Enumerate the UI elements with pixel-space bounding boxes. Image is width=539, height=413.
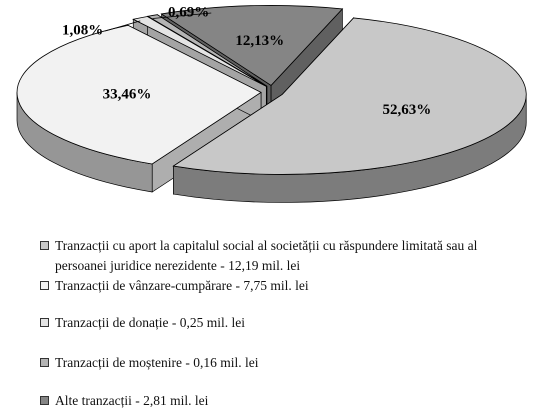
legend-item: Tranzacții de donație - 0,25 mil. lei [40, 313, 520, 333]
legend-swatch [40, 281, 49, 290]
legend-swatch [40, 241, 49, 250]
leader-line [152, 12, 212, 19]
legend-label: Tranzacții de moștenire - 0,16 mil. lei [55, 355, 259, 370]
legend-label: Tranzacții de vânzare-cumpărare - 7,75 m… [55, 278, 309, 293]
slice [16, 24, 262, 165]
leader-line [105, 20, 141, 32]
legend-swatch [40, 396, 49, 405]
value-label: 33,46% [103, 86, 152, 102]
value-label: 0,69% [168, 4, 209, 20]
slice [132, 16, 267, 87]
slice [172, 17, 527, 175]
value-label: 52,63% [382, 102, 431, 118]
legend-item: Tranzacții cu aport la capitalul social … [40, 236, 520, 276]
legend-label: Tranzacții de donație - 0,25 mil. lei [55, 315, 245, 330]
legend-label: Tranzacții cu aport la capitalul social … [55, 238, 478, 273]
legend-item: Tranzacții de vânzare-cumpărare - 7,75 m… [40, 276, 520, 296]
legend-item: Alte tranzacții - 2,81 mil. lei [40, 391, 520, 411]
pie-chart: 52,63% 33,46% 1,08% 0,69% 12,13% [16, 4, 527, 203]
legend-item: Tranzacții de moștenire - 0,16 mil. lei [40, 353, 520, 373]
slice [146, 14, 268, 87]
legend: Tranzacții cu aport la capitalul social … [40, 236, 520, 411]
value-label: 12,13% [235, 33, 284, 49]
legend-swatch [40, 358, 49, 367]
slice [160, 5, 344, 86]
legend-label: Alte tranzacții - 2,81 mil. lei [55, 393, 209, 408]
legend-swatch [40, 318, 49, 327]
value-label: 1,08% [62, 22, 103, 38]
